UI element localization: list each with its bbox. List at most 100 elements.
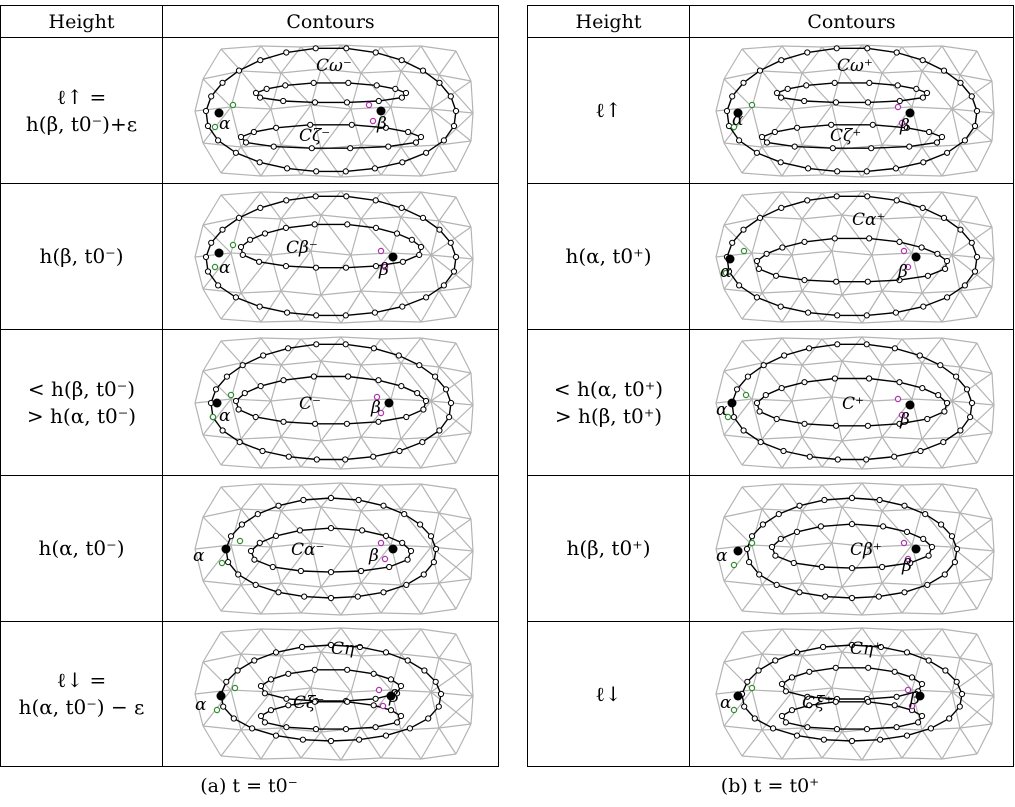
mesh-edge [959,219,992,228]
mesh-edge [300,629,321,653]
mesh-edge [921,729,942,760]
mesh-edge [320,294,341,323]
contour-vertex [833,726,840,733]
contour-vertex [398,94,405,101]
mesh-edge [380,584,401,613]
mesh-edge [430,546,471,579]
mesh-edge [270,395,311,402]
mesh-edge [201,434,222,465]
mesh-edge [871,105,912,110]
height-line: > h(α, t0⁻) [26,403,137,428]
mesh-edge [959,723,992,729]
contour-vertex [370,670,377,677]
mesh-edge [240,215,281,220]
mesh-edge [910,508,923,545]
contour-vertex [239,361,246,368]
mesh-edge [349,72,362,109]
mesh-edge [420,169,456,177]
mesh-edge [801,651,842,657]
magenta-vertex [908,702,915,710]
contour-vertex [788,674,795,681]
contour-vertex [311,666,318,673]
mesh-edge [950,220,961,255]
mesh-edge [821,465,862,470]
contour-vertex [447,92,454,100]
contour-vertex [943,257,950,264]
mesh-edge [741,729,762,757]
mesh-edge [280,290,301,321]
contour-vertex [227,532,234,539]
mesh-edge [280,359,321,366]
mesh-edge [260,173,301,177]
mesh-edge [260,465,301,469]
contour-vertex [355,736,362,743]
mesh-edge [430,107,473,114]
contour-vertex [925,128,932,135]
contour-vertex [282,262,289,269]
mesh-edge [202,725,241,731]
alpha-critical-point [733,108,742,117]
contour-vertex [790,559,797,566]
height-line: h(β, t0⁻) [39,244,124,268]
contour-vertex [343,220,350,228]
mesh-edge [240,45,261,71]
contour-vertex [895,420,903,427]
mesh-edge [801,436,822,467]
contour-vertex [418,438,425,445]
mesh-edge [841,148,862,177]
contour-vertex [956,426,963,434]
mesh-edge [360,72,391,107]
contour-vertex [892,309,899,316]
mesh-edge [469,372,474,405]
mesh-edge [841,627,862,653]
contour-vertex [863,167,870,174]
mesh-edge [870,72,883,109]
contour-vertex [274,588,282,595]
contour-vertex [876,496,883,503]
contour-vertex [395,447,403,454]
mesh-edge [881,544,912,583]
contour-vertex [382,732,389,739]
mesh-edge [429,254,440,291]
mesh-edge [193,224,204,257]
contour-vertex [973,253,980,260]
mesh-edge [320,213,361,220]
contour-vertex [382,649,389,656]
mesh-edge [260,757,301,760]
mesh-edge [959,511,992,520]
mesh-edge [881,581,922,586]
mesh-edge [350,689,391,693]
mesh-edge [821,627,862,631]
mesh-edge [201,340,222,371]
contour-vertex [219,703,226,710]
mesh-edge [821,294,842,321]
contour-vertex [956,703,963,710]
contour-vertex [257,682,264,690]
mesh-edge [950,366,961,401]
contour-vertex [753,257,760,264]
contour-vertex [312,192,319,199]
contour-vertex [284,670,291,677]
contour-vertex [256,94,263,101]
contour-vertex [803,693,811,700]
mesh-edge [193,110,204,143]
height-line: ℓ↓ [595,681,622,706]
green-vertex [231,684,238,692]
contour-vertex [800,238,808,245]
height-cell: h(α, t0⁻) [0,475,163,622]
contour-vertex [890,453,897,460]
mesh-edge [781,757,822,760]
contour-vertex [354,593,361,600]
mesh-edge [841,336,862,361]
mesh-edge [821,189,862,194]
mesh-edge [959,657,994,697]
contour-vertex [232,293,239,301]
mesh-edge [193,256,204,289]
mesh-edge [940,727,961,760]
mesh-edges [193,189,474,324]
mesh-edge [975,196,993,227]
contour-vertex [971,122,978,129]
mesh-edge [881,582,902,613]
contour-vertex [753,293,760,301]
contour-cell: Cα⁻ α β [162,475,499,622]
